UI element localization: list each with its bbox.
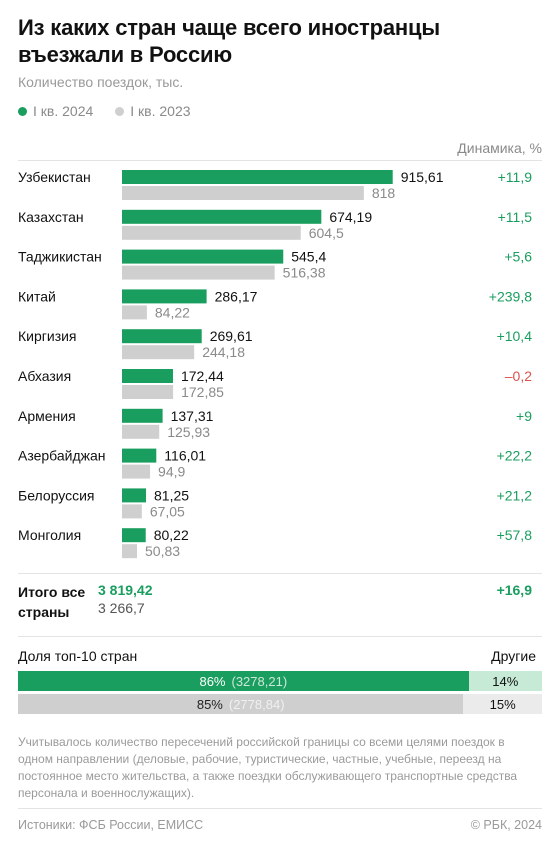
bar-2023 bbox=[122, 504, 142, 519]
value-label-2024: 915,61 bbox=[401, 169, 444, 185]
share-value-2023: (2778,84) bbox=[228, 696, 285, 712]
category-label: Абхазия bbox=[18, 368, 71, 384]
dynamics-value: +10,4 bbox=[497, 328, 533, 344]
category-label: Китай bbox=[18, 288, 56, 304]
legend-label-2024: I кв. 2024 bbox=[33, 103, 94, 119]
dynamics-value: +21,2 bbox=[497, 487, 533, 503]
value-label-2023: 125,93 bbox=[167, 424, 210, 440]
total-label: Итого все страны bbox=[18, 584, 86, 620]
legend-item-2024: I кв. 2024 bbox=[18, 103, 93, 119]
bar-2023 bbox=[122, 385, 174, 399]
bar-2024 bbox=[122, 249, 284, 264]
value-label-2023: 516,38 bbox=[283, 265, 326, 281]
chart-title: Из каких стран чаще всего иностранцы въе… bbox=[18, 15, 440, 67]
share-bar-2024: 86% (3278,21) 14% bbox=[18, 671, 542, 691]
bar-2024 bbox=[122, 329, 202, 344]
dynamics-value: +11,9 bbox=[498, 169, 533, 185]
dynamics-value: +5,6 bbox=[504, 249, 532, 265]
share-segment-top10-2024: 86% (3278,21) bbox=[18, 671, 469, 691]
bar-2024 bbox=[122, 408, 163, 423]
dynamics-value: +9 bbox=[516, 408, 532, 424]
share-other-2024: 14% bbox=[492, 673, 519, 689]
share-value-2024: (3278,21) bbox=[231, 673, 288, 689]
value-label-2023: 172,85 bbox=[181, 384, 224, 400]
bar-2023 bbox=[122, 305, 147, 320]
legend-dot-2023 bbox=[115, 106, 125, 116]
copyright-text: © РБК, 2024 bbox=[470, 818, 542, 832]
share-percent-2024: 86% bbox=[199, 673, 226, 689]
other-label: Другие bbox=[491, 648, 536, 664]
dynamics-value: –0,2 bbox=[505, 368, 532, 384]
value-label-2024: 116,01 bbox=[164, 448, 206, 464]
bar-2024 bbox=[122, 170, 393, 184]
share-segment-top10-2023: 85% (2778,84) bbox=[18, 694, 464, 714]
bar-2023 bbox=[122, 225, 301, 240]
bar-2023 bbox=[122, 345, 195, 360]
bar-2023 bbox=[122, 186, 364, 200]
share-bar-2023: 85% (2778,84) 15% bbox=[18, 694, 542, 714]
legend: I кв. 2024 I кв. 2023 bbox=[18, 103, 191, 119]
value-label-2024: 81,25 bbox=[154, 487, 189, 503]
divider-footer bbox=[18, 808, 542, 809]
category-label: Монголия bbox=[18, 527, 81, 543]
bar-2023 bbox=[122, 544, 138, 559]
dynamics-value: +239,8 bbox=[489, 288, 532, 304]
bar-2024 bbox=[122, 528, 146, 543]
share-segment-other-2023: 15% bbox=[463, 694, 542, 714]
share-label: Доля топ-10 стран bbox=[18, 648, 138, 664]
category-label: Армения bbox=[18, 408, 76, 424]
dynamics-value: +22,2 bbox=[497, 448, 533, 464]
bar-2024 bbox=[122, 209, 322, 224]
category-label: Азербайджан bbox=[18, 448, 106, 464]
divider-top bbox=[18, 160, 542, 161]
bar-2023 bbox=[122, 265, 275, 280]
bar-2024 bbox=[122, 448, 157, 463]
legend-dot-2024 bbox=[18, 106, 27, 116]
value-label-2023: 244,18 bbox=[202, 344, 245, 360]
bar-2024 bbox=[122, 488, 147, 503]
category-label: Таджикистан bbox=[18, 249, 102, 265]
legend-label-2023: I кв. 2023 bbox=[130, 103, 191, 119]
value-label-2023: 50,83 bbox=[145, 543, 180, 559]
bar-2024 bbox=[122, 369, 173, 383]
category-label: Казахстан bbox=[18, 209, 84, 225]
value-label-2024: 80,22 bbox=[154, 527, 189, 543]
value-label-2024: 137,31 bbox=[171, 408, 214, 424]
bar-2023 bbox=[122, 464, 151, 479]
bar-2023 bbox=[122, 424, 160, 439]
total-value-2024: 3 819,42 bbox=[98, 582, 153, 598]
value-label-2023: 818 bbox=[372, 185, 396, 201]
share-other-2023: 15% bbox=[489, 696, 516, 712]
value-label-2023: 94,9 bbox=[158, 464, 185, 480]
value-label-2024: 269,61 bbox=[210, 328, 253, 344]
category-label: Белоруссия bbox=[18, 487, 95, 503]
bar-2024 bbox=[122, 289, 207, 304]
dynamics-value: +57,8 bbox=[497, 527, 533, 543]
divider-totals bbox=[18, 573, 542, 574]
category-label: Узбекистан bbox=[18, 169, 91, 185]
value-label-2024: 674,19 bbox=[329, 209, 372, 225]
divider-share bbox=[18, 636, 542, 637]
footnote: Учитывалось количество пересечений росси… bbox=[18, 735, 518, 800]
category-label: Киргизия bbox=[18, 328, 77, 344]
chart-subtitle: Количество поездок, тыс. bbox=[18, 74, 184, 90]
value-label-2024: 286,17 bbox=[215, 288, 258, 304]
value-label-2023: 67,05 bbox=[150, 503, 185, 519]
legend-item-2023: I кв. 2023 bbox=[115, 103, 191, 119]
value-label-2023: 84,22 bbox=[155, 304, 190, 320]
total-dynamics: +16,9 bbox=[496, 582, 532, 598]
value-label-2023: 604,5 bbox=[309, 225, 344, 241]
dynamics-header: Динамика, % bbox=[457, 140, 542, 156]
total-value-2023: 3 266,7 bbox=[98, 600, 145, 616]
sources-text: Истоники: ФСБ России, ЕМИСС bbox=[18, 818, 204, 832]
share-segment-other-2024: 14% bbox=[468, 671, 542, 691]
value-label-2024: 545,4 bbox=[291, 249, 326, 265]
value-label-2024: 172,44 bbox=[181, 368, 224, 384]
share-percent-2023: 85% bbox=[196, 696, 223, 712]
dynamics-value: +11,5 bbox=[498, 209, 533, 225]
